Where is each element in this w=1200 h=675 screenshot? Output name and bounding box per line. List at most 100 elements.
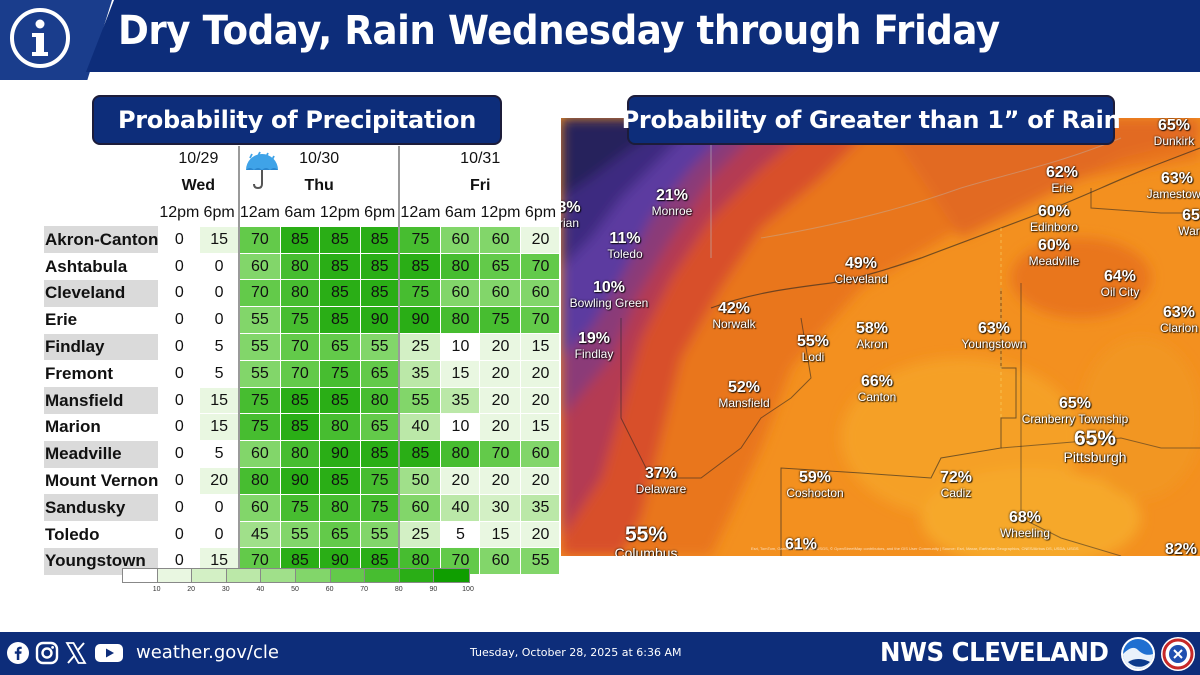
pop-cell: 65 xyxy=(318,520,361,549)
map-city-label: 19% Findlay xyxy=(574,330,614,361)
map-city-label: 64% Oil City xyxy=(1101,268,1140,298)
pop-cell: 55 xyxy=(359,520,400,549)
day-date: 10/30 xyxy=(237,146,400,190)
map-city-name: Lodi xyxy=(801,349,825,364)
map-city-pct: 37% xyxy=(644,465,678,482)
pop-cell: 60 xyxy=(479,225,522,254)
pop-cell: 0 xyxy=(158,493,201,522)
map-city-name: Edinboro xyxy=(1029,219,1079,234)
pop-cell: 55 xyxy=(237,359,281,388)
city-name: Erie xyxy=(45,310,78,330)
map-city-name: Youngstown xyxy=(961,336,1027,351)
map-city-pct: 42% xyxy=(717,300,751,317)
map-city-name: Findlay xyxy=(574,346,614,361)
legend-tick: 10 xyxy=(152,586,161,593)
map-city-name: Mansfield xyxy=(718,395,770,410)
facebook-icon[interactable] xyxy=(6,641,30,665)
umbrella-rain-icon xyxy=(245,151,278,190)
pop-cell: 20 xyxy=(520,225,561,254)
pop-cell: 60 xyxy=(237,252,281,281)
map-city-pct: 60% xyxy=(1037,203,1071,220)
pop-cell: 85 xyxy=(359,440,400,469)
city-name: Fremont xyxy=(45,363,113,383)
pop-cell: 0 xyxy=(199,520,240,549)
map-city-pct: 68% xyxy=(1008,509,1042,526)
map-city-label: 65% Dunkirk xyxy=(1154,118,1195,147)
pop-cell: 85 xyxy=(398,252,442,281)
pop-cell: 0 xyxy=(158,333,201,361)
map-city-pct: 49% xyxy=(844,255,878,272)
table-row: Fremont 0 5 55 70 75 65 35 15 20 20 xyxy=(44,359,561,388)
pop-cell: 0 xyxy=(158,225,201,254)
pop-cell: 55 xyxy=(359,333,400,361)
pop-cell: 60 xyxy=(398,493,442,522)
header-icon-box xyxy=(0,0,112,80)
hour-label: 6pm xyxy=(359,199,400,227)
pop-cell: 60 xyxy=(237,493,281,522)
noaa-logo-icon xyxy=(1121,637,1155,671)
footer: weather.gov/cle Tuesday, October 28, 202… xyxy=(0,632,1200,675)
pop-cell: 90 xyxy=(359,306,400,335)
pop-cell: 85 xyxy=(318,386,361,415)
legend-color-bar xyxy=(122,568,470,583)
pop-cell: 65 xyxy=(359,359,400,388)
pop-cell: 0 xyxy=(158,306,201,335)
map-city-name: Cleveland xyxy=(834,271,888,286)
pop-cell: 20 xyxy=(520,386,561,415)
map-city-label: 65% Pittsburgh xyxy=(1063,427,1126,465)
pop-cell: 15 xyxy=(520,413,561,442)
pop-cell: 85 xyxy=(398,440,442,469)
map-city-label: 65Warr xyxy=(1178,207,1200,237)
map-city-name: Erie xyxy=(1051,180,1073,195)
map-city-name: Akron xyxy=(856,336,888,351)
footer-brand: NWS CLEVELAND xyxy=(880,638,1109,668)
header: Dry Today, Rain Wednesday through Friday xyxy=(0,0,1200,82)
youtube-icon[interactable] xyxy=(94,641,124,665)
x-icon[interactable] xyxy=(64,641,88,665)
instagram-icon[interactable] xyxy=(35,641,59,665)
pop-cell: 0 xyxy=(199,306,240,335)
map-city-pct: 61% xyxy=(784,536,818,553)
map-city-pct: 10% xyxy=(592,279,626,296)
pop-cell: 0 xyxy=(158,359,201,388)
legend-tick: 20 xyxy=(187,586,196,593)
footer-url[interactable]: weather.gov/cle xyxy=(136,642,279,663)
pop-cell: 5 xyxy=(199,359,240,388)
pop-cell: 80 xyxy=(279,279,320,308)
pop-cell: 80 xyxy=(279,440,320,469)
pop-cell: 60 xyxy=(520,279,561,308)
table-row: Youngstown 0 15 70 85 90 85 80 70 60 55 xyxy=(44,547,561,576)
pop-cell: 75 xyxy=(237,386,281,415)
legend-swatch xyxy=(434,569,469,582)
map-city-label: 49% Cleveland xyxy=(834,255,888,286)
map-city-pct: 62% xyxy=(1045,164,1079,181)
map-section-title: Probability of Greater than 1” of Rain xyxy=(622,95,1121,145)
hour-label: 12pm xyxy=(479,199,522,227)
map-city-label: 10% Bowling Green xyxy=(570,279,649,309)
pop-cell: 10 xyxy=(440,333,481,361)
city-name: Toledo xyxy=(45,524,100,544)
pop-cell: 85 xyxy=(279,225,320,254)
pop-cell: 70 xyxy=(237,279,281,308)
map-city-pct: 72% xyxy=(939,469,973,486)
footer-timestamp: Tuesday, October 28, 2025 at 6:36 AM xyxy=(470,646,682,659)
legend-tick: 40 xyxy=(256,586,265,593)
map-city-pct: 59% xyxy=(798,469,832,486)
pop-cell: 20 xyxy=(199,467,240,495)
pop-cell: 20 xyxy=(479,467,522,495)
map-city-label: 61% xyxy=(784,536,818,554)
map-city-label: 62% Erie xyxy=(1045,164,1079,195)
pop-cell: 80 xyxy=(318,413,361,442)
pop-cell: 75 xyxy=(479,306,522,335)
map-city-name: Columbus xyxy=(614,545,678,556)
pop-cell: 55 xyxy=(398,386,442,415)
legend-swatch xyxy=(123,569,158,582)
map-city-label: 65% Cranberry Township xyxy=(1021,395,1129,426)
map-city-name: Cranberry Township xyxy=(1021,411,1129,426)
map-city-pct: 19% xyxy=(577,330,611,347)
pop-cell: 65 xyxy=(359,413,400,442)
pop-cell: 15 xyxy=(520,333,561,361)
day-name: Wed xyxy=(181,176,216,194)
hour-label: 12pm xyxy=(318,199,361,227)
pop-cell: 0 xyxy=(158,440,201,469)
